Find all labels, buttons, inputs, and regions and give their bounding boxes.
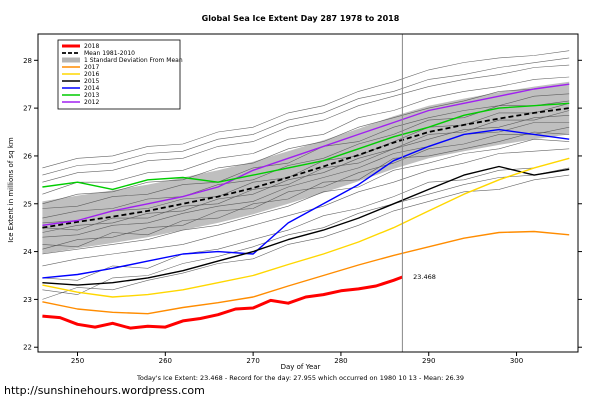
y-tick-label: 23 bbox=[23, 296, 32, 304]
legend-label: 2013 bbox=[84, 92, 99, 99]
y-tick-label: 25 bbox=[23, 200, 32, 208]
background-year-line bbox=[42, 148, 570, 267]
x-tick-label: 250 bbox=[71, 357, 84, 365]
background-year-line bbox=[42, 76, 570, 195]
background-year-line bbox=[42, 103, 570, 224]
y-tick-label: 24 bbox=[23, 248, 32, 256]
legend-label: Mean 1981-2010 bbox=[84, 50, 135, 57]
legend-swatch-band bbox=[62, 57, 80, 63]
y-axis-label: Ice Extent in millions of sq km bbox=[7, 137, 15, 243]
background-year-line bbox=[42, 174, 570, 300]
legend-label: 1 Standard Deviation From Mean bbox=[84, 57, 183, 64]
mean-line bbox=[42, 107, 570, 229]
background-year-line bbox=[42, 83, 570, 205]
series-line-2017 bbox=[42, 230, 570, 315]
series-line-2018 bbox=[42, 275, 403, 330]
x-tick-label: 270 bbox=[246, 357, 259, 365]
x-tick-label: 300 bbox=[510, 357, 523, 365]
series-line-2015 bbox=[42, 165, 570, 286]
chart-footer-stats: Today's Ice Extent: 23.468 - Record for … bbox=[136, 374, 464, 382]
y-tick-label: 27 bbox=[23, 105, 32, 113]
x-tick-label: 260 bbox=[159, 357, 172, 365]
series-line-2016 bbox=[42, 157, 570, 298]
y-tick-label: 22 bbox=[23, 344, 32, 352]
y-tick-label: 26 bbox=[23, 152, 32, 160]
background-year-line bbox=[42, 126, 570, 250]
background-year-line bbox=[42, 167, 570, 295]
background-year-line bbox=[42, 50, 570, 169]
legend-label: 2018 bbox=[84, 43, 99, 50]
series-line-2014 bbox=[42, 128, 570, 279]
background-year-line bbox=[42, 115, 570, 231]
site-url-text: http://sunshinehours.wordpress.com bbox=[4, 384, 205, 397]
chart-title: Global Sea Ice Extent Day 287 1978 to 20… bbox=[201, 14, 400, 23]
background-year-line bbox=[42, 158, 570, 281]
legend-label: 2016 bbox=[84, 71, 99, 78]
legend-label: 2015 bbox=[84, 78, 99, 85]
background-year-line bbox=[42, 131, 570, 248]
series-line-2012 bbox=[42, 83, 570, 226]
background-year-line bbox=[42, 122, 570, 238]
legend-label: 2014 bbox=[84, 85, 99, 92]
legend-label: 2017 bbox=[84, 64, 99, 71]
series-line-2013 bbox=[42, 102, 570, 191]
legend-label: 2012 bbox=[84, 99, 99, 106]
x-axis-label: Day of Year bbox=[280, 363, 321, 371]
y-tick-label: 28 bbox=[23, 57, 32, 65]
x-tick-label: 280 bbox=[334, 357, 347, 365]
plot-border bbox=[37, 33, 579, 353]
background-year-line bbox=[42, 57, 570, 176]
background-year-line bbox=[42, 64, 570, 183]
x-tick-label: 290 bbox=[422, 357, 435, 365]
current-extent-annotation: 23.468 bbox=[413, 273, 436, 281]
background-year-line bbox=[42, 138, 570, 255]
background-year-line bbox=[42, 93, 570, 209]
